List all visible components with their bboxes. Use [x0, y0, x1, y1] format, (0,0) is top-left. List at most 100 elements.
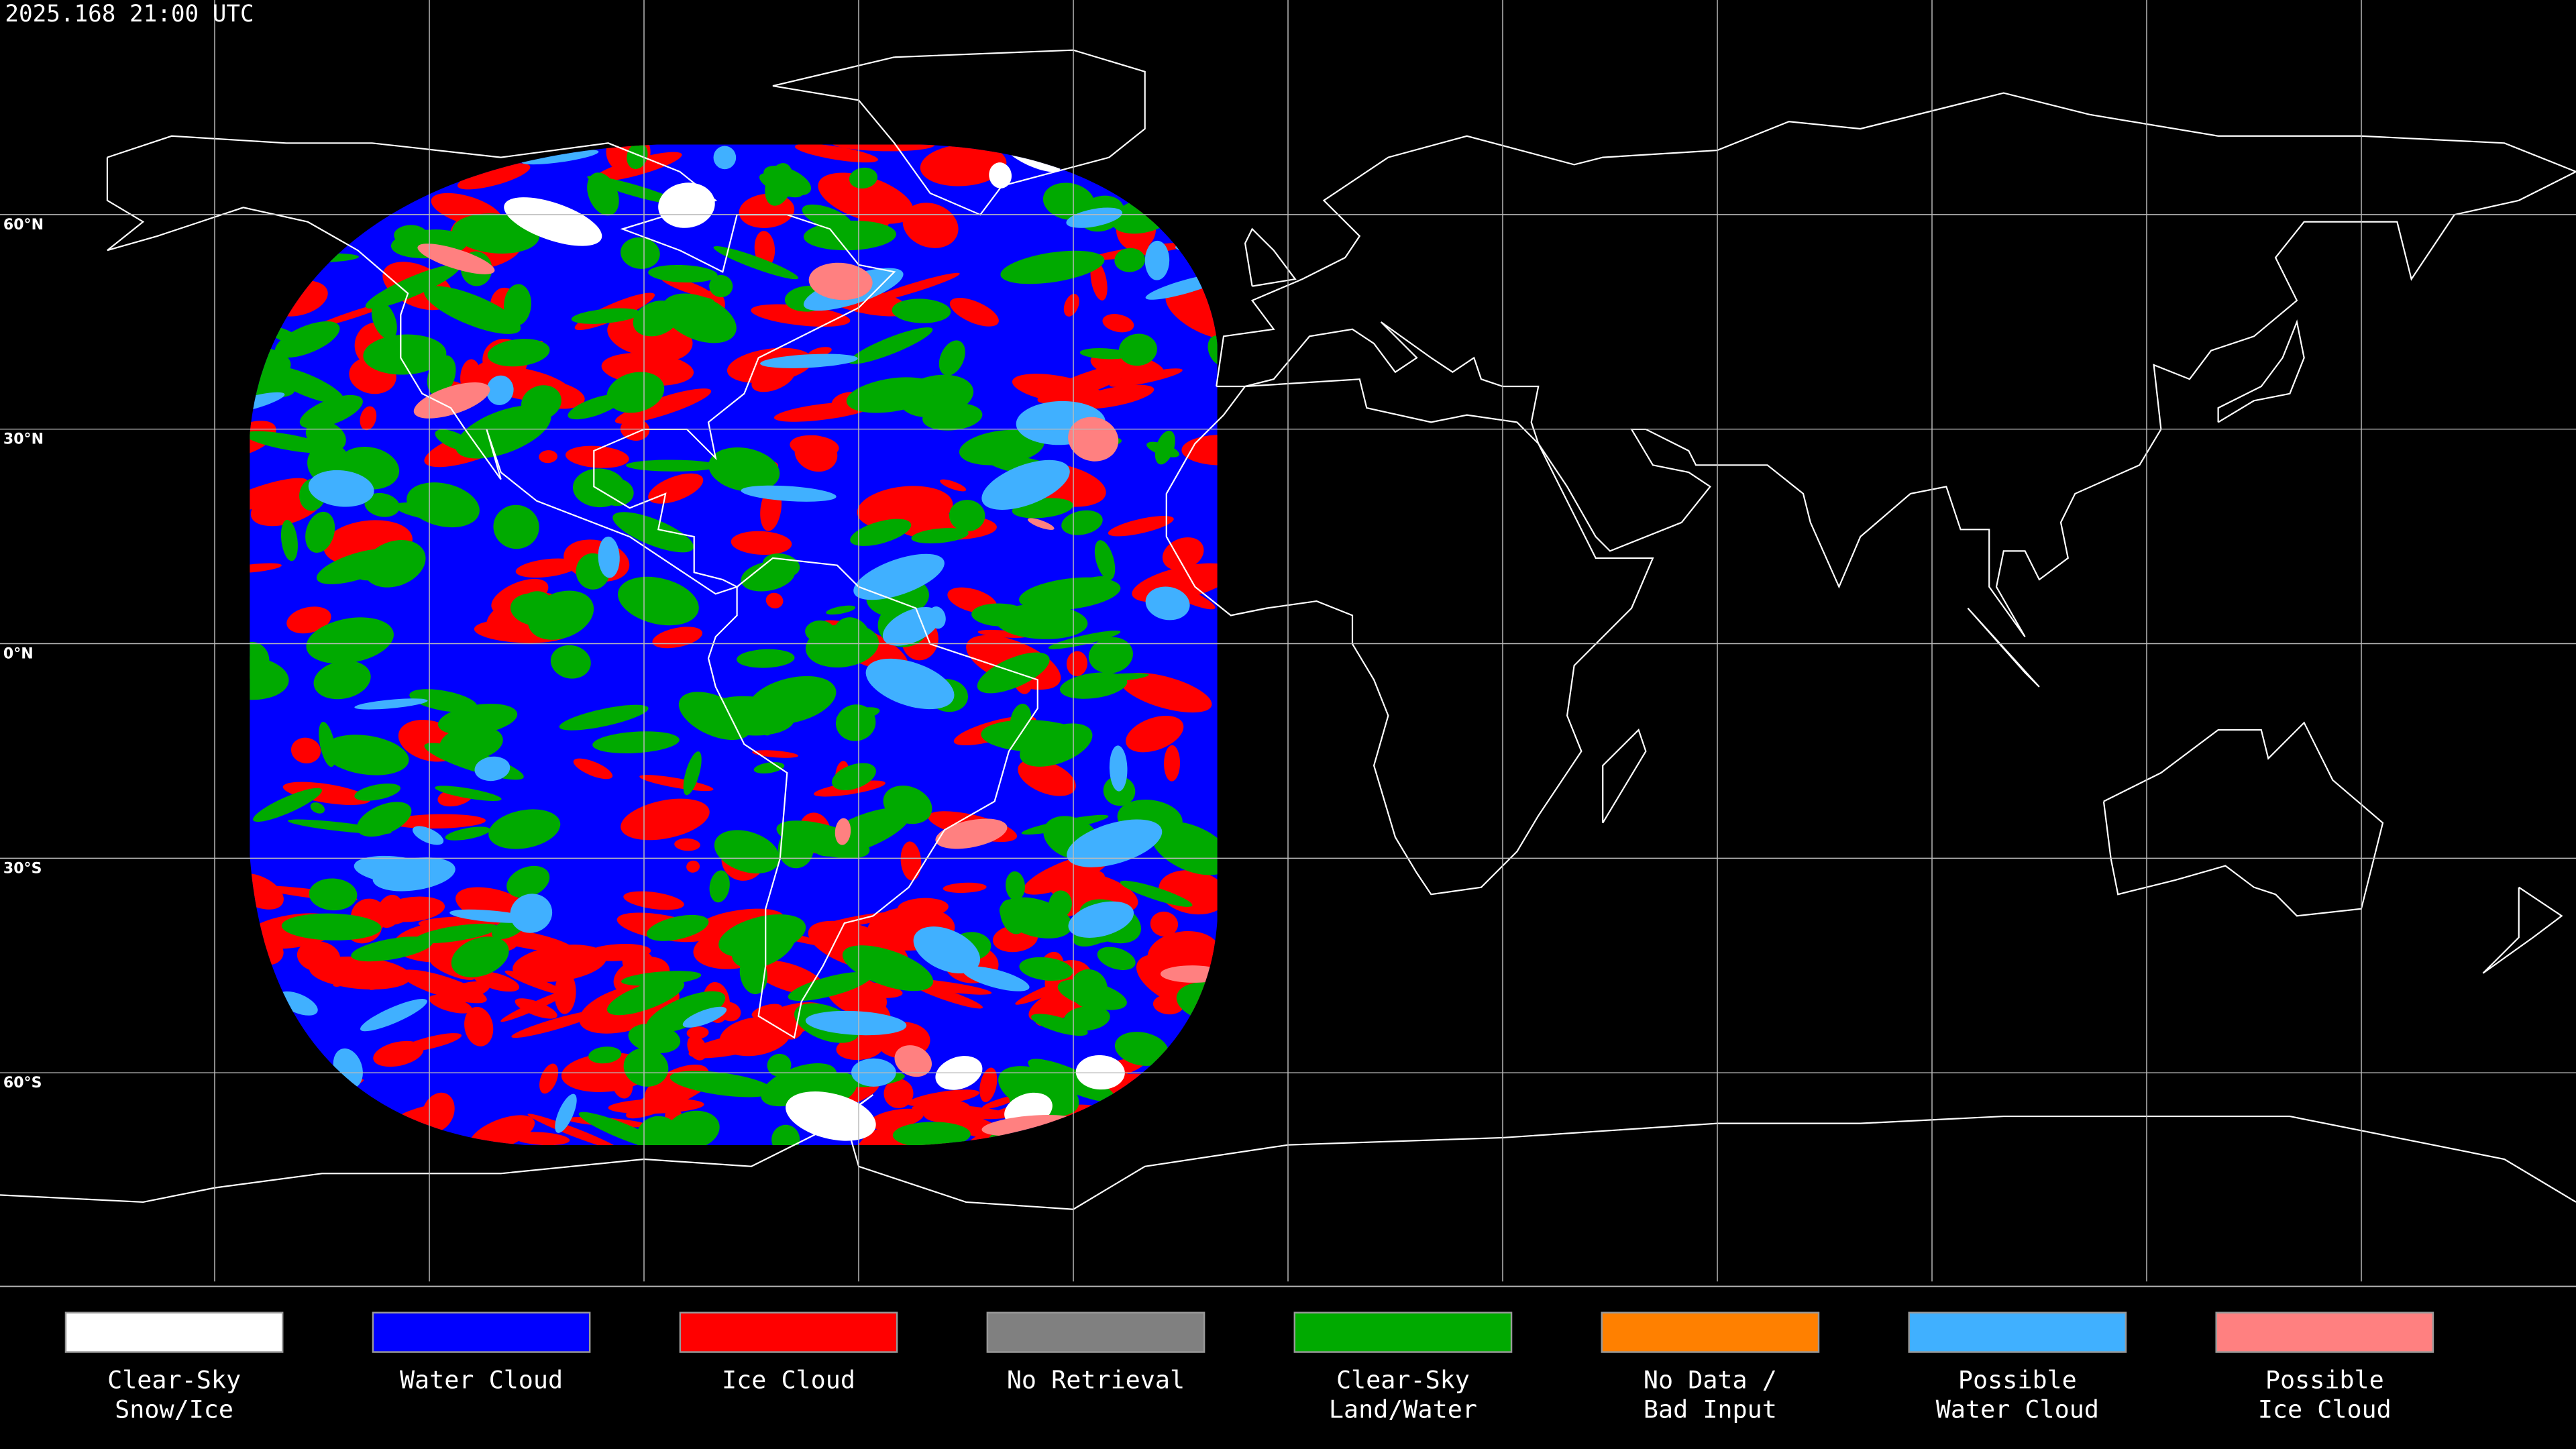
cloud-patch: [486, 375, 514, 405]
cloud-patch: [1162, 537, 1204, 571]
coastline: [1967, 607, 2040, 688]
cloud-patch: [305, 511, 335, 553]
cloud-patch: [364, 492, 400, 517]
cloud-patch: [250, 370, 295, 398]
cloud-patch: [435, 786, 502, 801]
cloud-patch: [971, 603, 1030, 627]
cloud-patch: [826, 605, 856, 615]
cloud-patch: [794, 435, 838, 472]
cloud-patch: [1114, 1032, 1169, 1066]
cloud-patch: [290, 737, 321, 763]
cloud-patch: [911, 528, 969, 544]
cloud-patch: [1057, 979, 1127, 1010]
cloud-patch: [892, 1122, 971, 1145]
cloud-patch: [354, 698, 428, 710]
cloud-patch: [429, 994, 472, 1014]
legend-label: Possible: [1958, 1365, 2077, 1394]
cloud-patch: [776, 820, 870, 859]
cloud-patch: [865, 658, 955, 710]
cloud-patch: [309, 878, 358, 911]
cloud-patch: [1155, 430, 1175, 465]
cloud-patch: [977, 652, 1050, 694]
cloud-patch: [413, 382, 490, 419]
cloud-patch: [1042, 182, 1095, 220]
cloud-patch: [832, 617, 872, 661]
cloud-patch: [299, 394, 363, 429]
cloud-patch: [1068, 901, 1134, 938]
cloud-patch: [737, 649, 795, 668]
cloud-patch: [731, 531, 792, 555]
cloud-patch: [938, 340, 965, 376]
cloud-patch: [571, 308, 641, 324]
latitude-label: 60°S: [3, 1075, 42, 1091]
cloud-patch: [708, 447, 780, 492]
cloud-patch: [1067, 819, 1163, 867]
cloud-patch: [920, 144, 1007, 186]
cloud-patch: [281, 913, 382, 941]
cloud-patch: [457, 163, 531, 190]
cloud-patch: [662, 293, 737, 343]
cloud-patch: [394, 502, 456, 521]
cloud-patch: [767, 1053, 792, 1077]
cloud-patch: [868, 1108, 924, 1130]
cloud-patch: [636, 1116, 682, 1145]
cloud-patch: [761, 1063, 837, 1107]
cloud-patch: [1094, 540, 1116, 580]
coastline: [2102, 721, 2384, 917]
legend-label: Snow/Ice: [115, 1395, 233, 1424]
cloud-patch: [1027, 518, 1055, 530]
cloud-patch: [415, 923, 498, 944]
cloud-patch: [559, 704, 649, 731]
legend-label: Water Cloud: [1936, 1395, 2099, 1424]
cloud-patch: [1079, 673, 1149, 683]
legend-label: Possible: [2265, 1365, 2384, 1394]
cloud-patch: [309, 956, 411, 989]
cloud-patch: [857, 486, 953, 531]
cloud-patch: [621, 798, 710, 841]
cloud-patch: [473, 971, 520, 992]
latitude-label: 60°N: [3, 217, 44, 233]
cloud-patch: [1053, 576, 1110, 603]
cloud-patch: [363, 334, 447, 375]
cloud-patch: [753, 762, 785, 774]
cloud-patch: [626, 460, 719, 472]
coastline: [2217, 319, 2305, 423]
legend-label: Water Cloud: [400, 1365, 563, 1394]
cloud-patch: [849, 327, 933, 364]
cloud-patch: [894, 1045, 932, 1077]
cloud-patch: [709, 870, 730, 903]
cloud-patch: [808, 262, 873, 301]
cloud-patch: [555, 1093, 577, 1133]
cloud-patch: [648, 264, 718, 283]
cloud-patch: [645, 991, 726, 1034]
cloud-patch: [747, 676, 837, 724]
cloud-patch: [1181, 435, 1218, 466]
cloud-patch: [718, 1002, 741, 1022]
legend-label: No Retrieval: [1007, 1365, 1185, 1394]
legend-swatch: [64, 1311, 284, 1353]
cloud-patch: [835, 818, 851, 845]
cloud-patch: [943, 882, 987, 894]
cloud-patch: [760, 354, 858, 368]
cloud-patch: [1109, 368, 1183, 387]
cloud-patch: [853, 553, 945, 600]
cloud-patch: [1208, 335, 1218, 366]
cloud-patch: [709, 274, 733, 298]
latitude-label: 30°N: [3, 431, 44, 448]
cloud-patch: [1073, 384, 1155, 409]
cloud-patch: [493, 504, 539, 549]
cloud-patch: [565, 445, 629, 468]
cloud-patch: [250, 563, 282, 574]
cloud-patch: [674, 838, 700, 851]
cloud-patch: [1061, 510, 1103, 535]
cloud-patch: [250, 431, 333, 453]
cloud-patch: [365, 264, 460, 309]
cloud-patch: [1018, 759, 1076, 796]
cloud-patch: [900, 841, 922, 881]
cloud-patch: [718, 914, 806, 958]
cloud-patch: [989, 162, 1012, 189]
cloud-patch: [280, 519, 298, 561]
cloud-patch: [1102, 314, 1134, 333]
cloud-patch: [513, 1132, 570, 1145]
